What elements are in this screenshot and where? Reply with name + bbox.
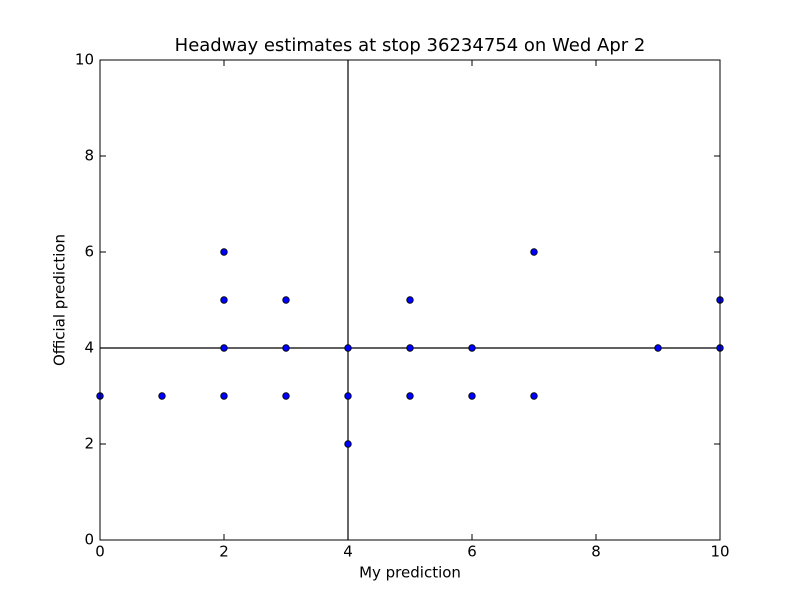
point bbox=[468, 392, 476, 400]
x-tick-label: 4 bbox=[343, 543, 353, 561]
point bbox=[282, 344, 290, 352]
point bbox=[282, 392, 290, 400]
y-tick-label: 0 bbox=[84, 531, 94, 549]
point bbox=[468, 344, 476, 352]
point bbox=[406, 392, 414, 400]
x-axis-label: My prediction bbox=[359, 564, 461, 582]
point bbox=[654, 344, 662, 352]
point bbox=[344, 440, 352, 448]
point bbox=[220, 296, 228, 304]
point bbox=[282, 296, 290, 304]
x-tick-label: 6 bbox=[467, 543, 477, 561]
chart-title: Headway estimates at stop 36234754 on We… bbox=[175, 35, 646, 56]
y-tick-label: 8 bbox=[84, 147, 94, 165]
x-tick-label: 2 bbox=[219, 543, 229, 561]
y-axis-label: Official prediction bbox=[51, 234, 69, 366]
x-tick-label: 0 bbox=[95, 543, 105, 561]
point bbox=[344, 344, 352, 352]
point bbox=[220, 392, 228, 400]
x-tick-label: 8 bbox=[591, 543, 601, 561]
point bbox=[344, 392, 352, 400]
plot-frame bbox=[99, 59, 721, 541]
point bbox=[158, 392, 166, 400]
point bbox=[220, 248, 228, 256]
y-tick-label: 6 bbox=[84, 243, 94, 261]
point bbox=[530, 392, 538, 400]
y-tick-label: 2 bbox=[84, 435, 94, 453]
point bbox=[406, 344, 414, 352]
x-tick-label: 10 bbox=[710, 543, 729, 561]
point bbox=[530, 248, 538, 256]
y-tick-label: 10 bbox=[75, 51, 94, 69]
point bbox=[406, 296, 414, 304]
point bbox=[220, 344, 228, 352]
y-tick-label: 4 bbox=[84, 339, 94, 357]
